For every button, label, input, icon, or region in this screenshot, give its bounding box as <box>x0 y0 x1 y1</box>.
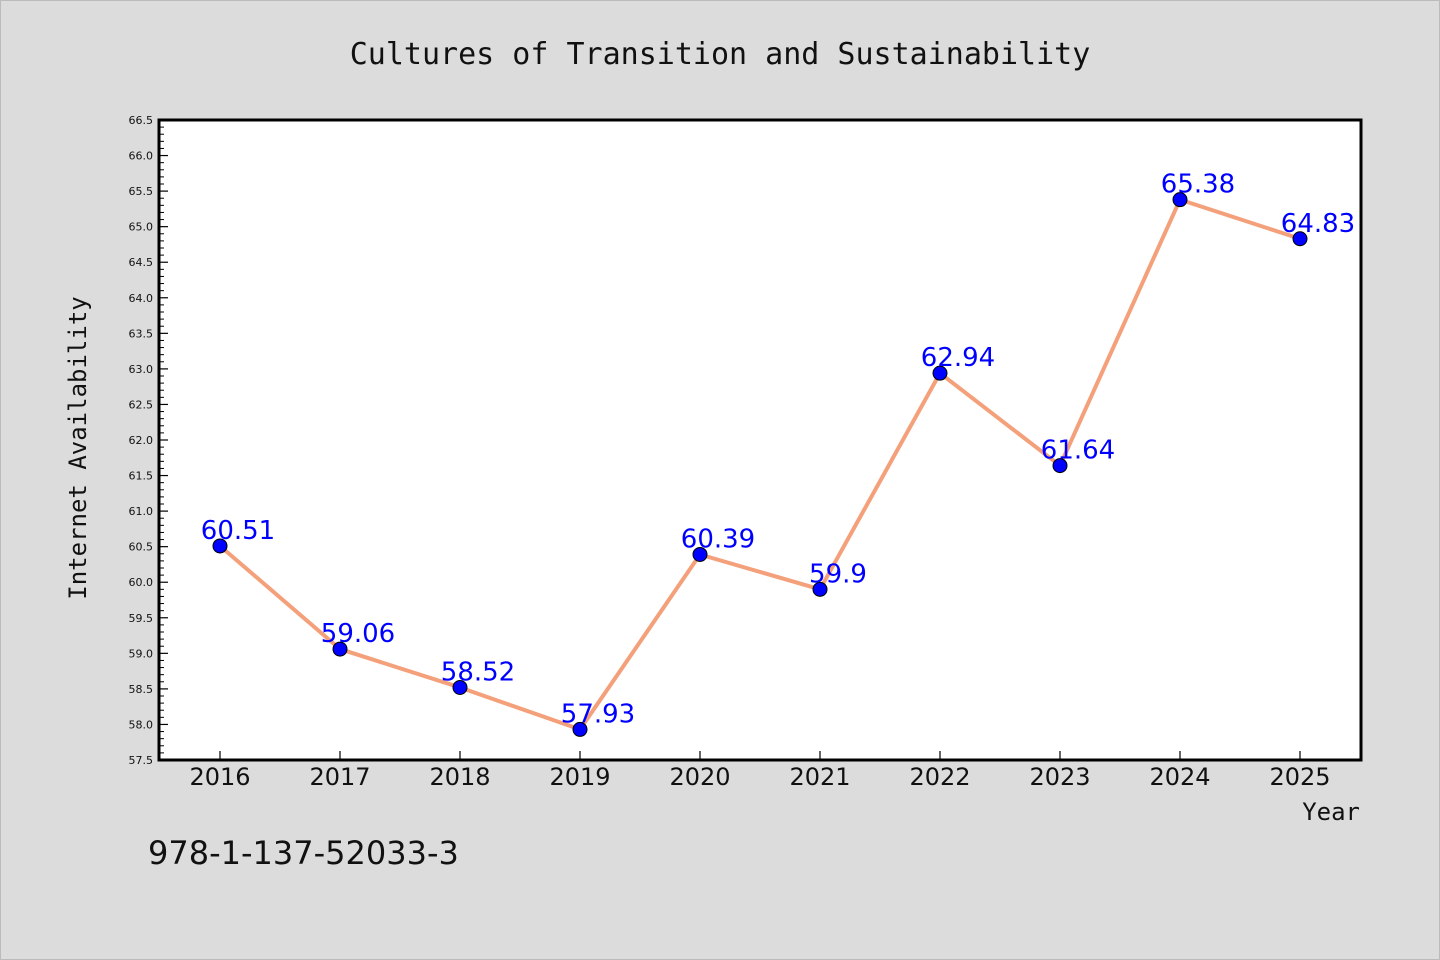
x-axis: 2016 2017 2018 2019 2020 2021 2022 2023 2024 2025 <box>189 751 1331 791</box>
x-tick-label: 2019 <box>549 763 610 791</box>
y-tick-label: 61.5 <box>129 470 154 483</box>
x-tick-label: 2017 <box>309 763 370 791</box>
data-point <box>692 546 708 562</box>
y-tick-label: 59.5 <box>129 612 154 625</box>
y-tick-label: 58.5 <box>129 683 154 696</box>
data-point <box>212 538 228 554</box>
chart-title: Cultures of Transition and Sustainabilit… <box>350 37 1091 72</box>
data-label: 58.52 <box>441 657 515 687</box>
x-tick-label: 2025 <box>1269 763 1330 791</box>
series-line <box>218 197 1301 732</box>
data-label: 59.06 <box>321 619 395 649</box>
y-tick-label: 63.0 <box>129 363 154 376</box>
x-tick-label: 2016 <box>189 763 250 791</box>
plot-area <box>157 118 1363 762</box>
data-label: 60.39 <box>681 524 755 554</box>
y-tick-label: 61.0 <box>129 505 154 518</box>
data-point <box>452 679 468 695</box>
y-tick-label: 65.0 <box>129 221 154 234</box>
x-tick-label: 2020 <box>669 763 730 791</box>
data-point <box>1172 192 1188 208</box>
x-tick-label: 2021 <box>789 763 850 791</box>
data-label: 65.38 <box>1161 170 1235 200</box>
data-label: 61.64 <box>1041 436 1115 466</box>
y-axis-title: Internet Availability <box>64 296 92 599</box>
x-tick-label: 2022 <box>909 763 970 791</box>
data-point <box>1292 231 1308 247</box>
y-tick-label: 62.0 <box>129 434 154 447</box>
y-tick-label: 63.5 <box>129 327 154 340</box>
y-tick-label: 64.5 <box>129 256 154 269</box>
x-tick-label: 2024 <box>1149 763 1210 791</box>
y-axis: 57.5 58.0 58.5 59.0 59.5 60.0 60.5 61.0 61.5 62.0… <box>129 114 168 767</box>
data-label: 59.9 <box>809 559 867 589</box>
data-point <box>932 365 948 381</box>
x-tick-label: 2023 <box>1029 763 1090 791</box>
data-label: 60.51 <box>201 516 275 546</box>
data-point <box>812 581 828 597</box>
data-point <box>1052 458 1068 474</box>
data-point <box>332 641 348 657</box>
data-point <box>572 721 588 737</box>
y-tick-label: 65.5 <box>129 185 154 198</box>
data-label: 64.83 <box>1281 209 1355 239</box>
x-tick-label: 2018 <box>429 763 490 791</box>
y-tick-label: 62.5 <box>129 398 154 411</box>
y-tick-label: 66.5 <box>129 114 154 127</box>
y-tick-label: 57.5 <box>129 754 154 767</box>
y-tick-label: 59.0 <box>129 647 154 660</box>
y-tick-label: 58.0 <box>129 718 154 731</box>
y-tick-label: 66.0 <box>129 150 154 163</box>
isbn-annotation: 978-1-137-52033-3 <box>148 834 459 872</box>
data-label: 57.93 <box>561 699 635 729</box>
series-layer: 60.51 59.06 58.52 57.93 60.39 59.9 62.94 61.64 6… <box>201 170 1355 737</box>
y-tick-label: 64.0 <box>129 292 154 305</box>
x-axis-title: Year <box>1302 798 1360 826</box>
y-tick-label: 60.5 <box>129 541 154 554</box>
data-label: 62.94 <box>921 343 995 373</box>
y-tick-label: 60.0 <box>129 576 154 589</box>
